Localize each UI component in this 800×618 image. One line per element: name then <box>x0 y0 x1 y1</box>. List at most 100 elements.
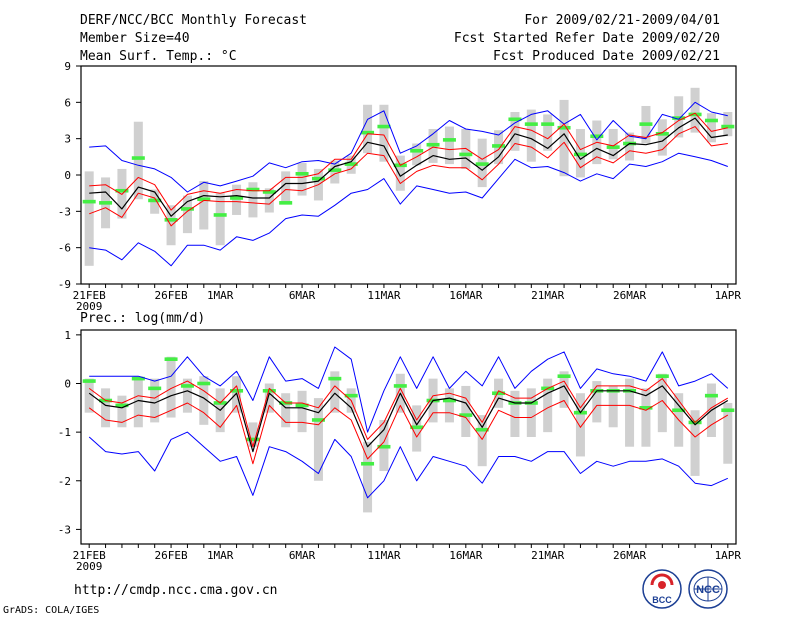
plot-frame-1 <box>80 329 737 545</box>
y-tick-label: 3 <box>64 133 71 146</box>
x-tick-label: 26FEB <box>155 549 188 562</box>
spread-box <box>526 109 536 162</box>
spread-box <box>199 181 209 230</box>
spread-box <box>690 410 700 476</box>
spread-box <box>133 121 143 200</box>
median-marker <box>475 427 489 432</box>
median-marker <box>115 403 129 408</box>
median-marker <box>573 152 587 157</box>
spread-box <box>510 112 520 151</box>
median-marker <box>639 406 653 410</box>
spread-box <box>592 381 602 423</box>
lower-line <box>89 126 728 227</box>
y-tick-label: 9 <box>64 60 71 73</box>
y-tick-label: -3 <box>58 205 71 218</box>
median-marker <box>541 122 555 126</box>
median-marker <box>115 188 129 193</box>
spread-box <box>248 182 258 218</box>
median-marker <box>131 376 145 381</box>
spread-box <box>657 119 667 156</box>
x-tick-label: 1MAR <box>207 289 234 302</box>
x-tick-label: 26MAR <box>613 289 646 302</box>
median-marker <box>704 118 718 123</box>
ncc-logo: NCC <box>688 569 728 609</box>
median-marker <box>442 398 456 403</box>
median-marker <box>459 152 473 157</box>
spread-box <box>84 171 94 266</box>
median-marker <box>442 138 456 142</box>
x-tick-label: 1APR <box>715 289 742 302</box>
median-marker <box>262 190 276 194</box>
median-marker <box>475 162 489 166</box>
min-line <box>89 152 728 267</box>
x-tick-label: 26MAR <box>613 549 646 562</box>
median-marker <box>704 393 718 398</box>
median-marker <box>492 391 506 396</box>
median-marker <box>295 403 309 408</box>
variable-label: Mean Surf. Temp.: °C <box>80 49 237 64</box>
median-marker <box>639 122 653 126</box>
x-tick-label: 11MAR <box>367 549 400 562</box>
median-marker <box>213 213 227 217</box>
median-marker <box>410 148 424 153</box>
spread-box <box>526 388 536 437</box>
spread-box <box>641 388 651 447</box>
median-marker <box>180 384 194 388</box>
median-marker <box>557 374 571 379</box>
y-tick-label: -6 <box>58 242 71 255</box>
median-marker <box>262 388 276 393</box>
source-url[interactable]: http://cmdp.ncc.cma.gov.cn <box>74 583 278 598</box>
x-tick-label: 16MAR <box>449 289 482 302</box>
lower-line <box>88 400 729 465</box>
spread-box <box>215 193 225 246</box>
spread-box <box>690 87 700 133</box>
median-marker <box>459 413 473 417</box>
spread-box <box>510 390 520 437</box>
spread-box <box>477 415 487 467</box>
bcc-logo: BCC <box>642 569 682 609</box>
median-marker <box>492 144 506 148</box>
x-tick-label: 21FEB <box>73 289 106 302</box>
chart-title: DERF/NCC/BCC Monthly Forecast <box>80 13 307 28</box>
max-line <box>89 101 728 193</box>
y-tick-label: -2 <box>58 475 71 488</box>
x-tick-label: 6MAR <box>289 289 316 302</box>
forecast-produced-date: Fcst Produced Date 2009/02/21 <box>493 49 720 64</box>
spread-box <box>706 113 716 143</box>
spread-box <box>248 422 258 447</box>
spread-box <box>363 104 373 154</box>
spread-box <box>264 188 274 213</box>
spread-box <box>297 162 307 196</box>
median-marker <box>328 376 342 381</box>
median-marker <box>180 207 194 211</box>
median-marker <box>99 201 113 205</box>
spread-box <box>444 388 454 423</box>
spread-box <box>264 383 274 413</box>
upper-line <box>89 112 728 211</box>
spread-box <box>182 195 192 234</box>
median-marker <box>590 134 604 139</box>
spread-box <box>117 395 127 428</box>
spread-box <box>543 114 553 151</box>
spread-box <box>575 393 585 457</box>
spread-box <box>543 378 553 433</box>
spread-box <box>133 376 143 428</box>
spread-box <box>281 393 291 428</box>
median-marker <box>328 168 342 172</box>
x-tick-label: 16MAR <box>449 549 482 562</box>
spread-box <box>559 99 569 177</box>
median-marker <box>361 461 375 466</box>
forecast-period: For 2009/02/21-2009/04/01 <box>524 13 720 28</box>
median-marker <box>426 142 440 147</box>
median-marker <box>344 393 358 398</box>
bcc-logo-text: BCC <box>652 595 672 605</box>
y-tick-label: 0 <box>64 169 71 182</box>
grads-credit: GrADS: COLA/IGES <box>3 605 100 616</box>
precip-panel-title: Prec.: log(mm/d) <box>80 311 205 326</box>
spread-box <box>150 378 160 423</box>
spread-box <box>625 378 635 447</box>
x-tick-label: 21FEB <box>73 549 106 562</box>
median-marker <box>672 116 686 120</box>
spread-box <box>166 356 176 418</box>
